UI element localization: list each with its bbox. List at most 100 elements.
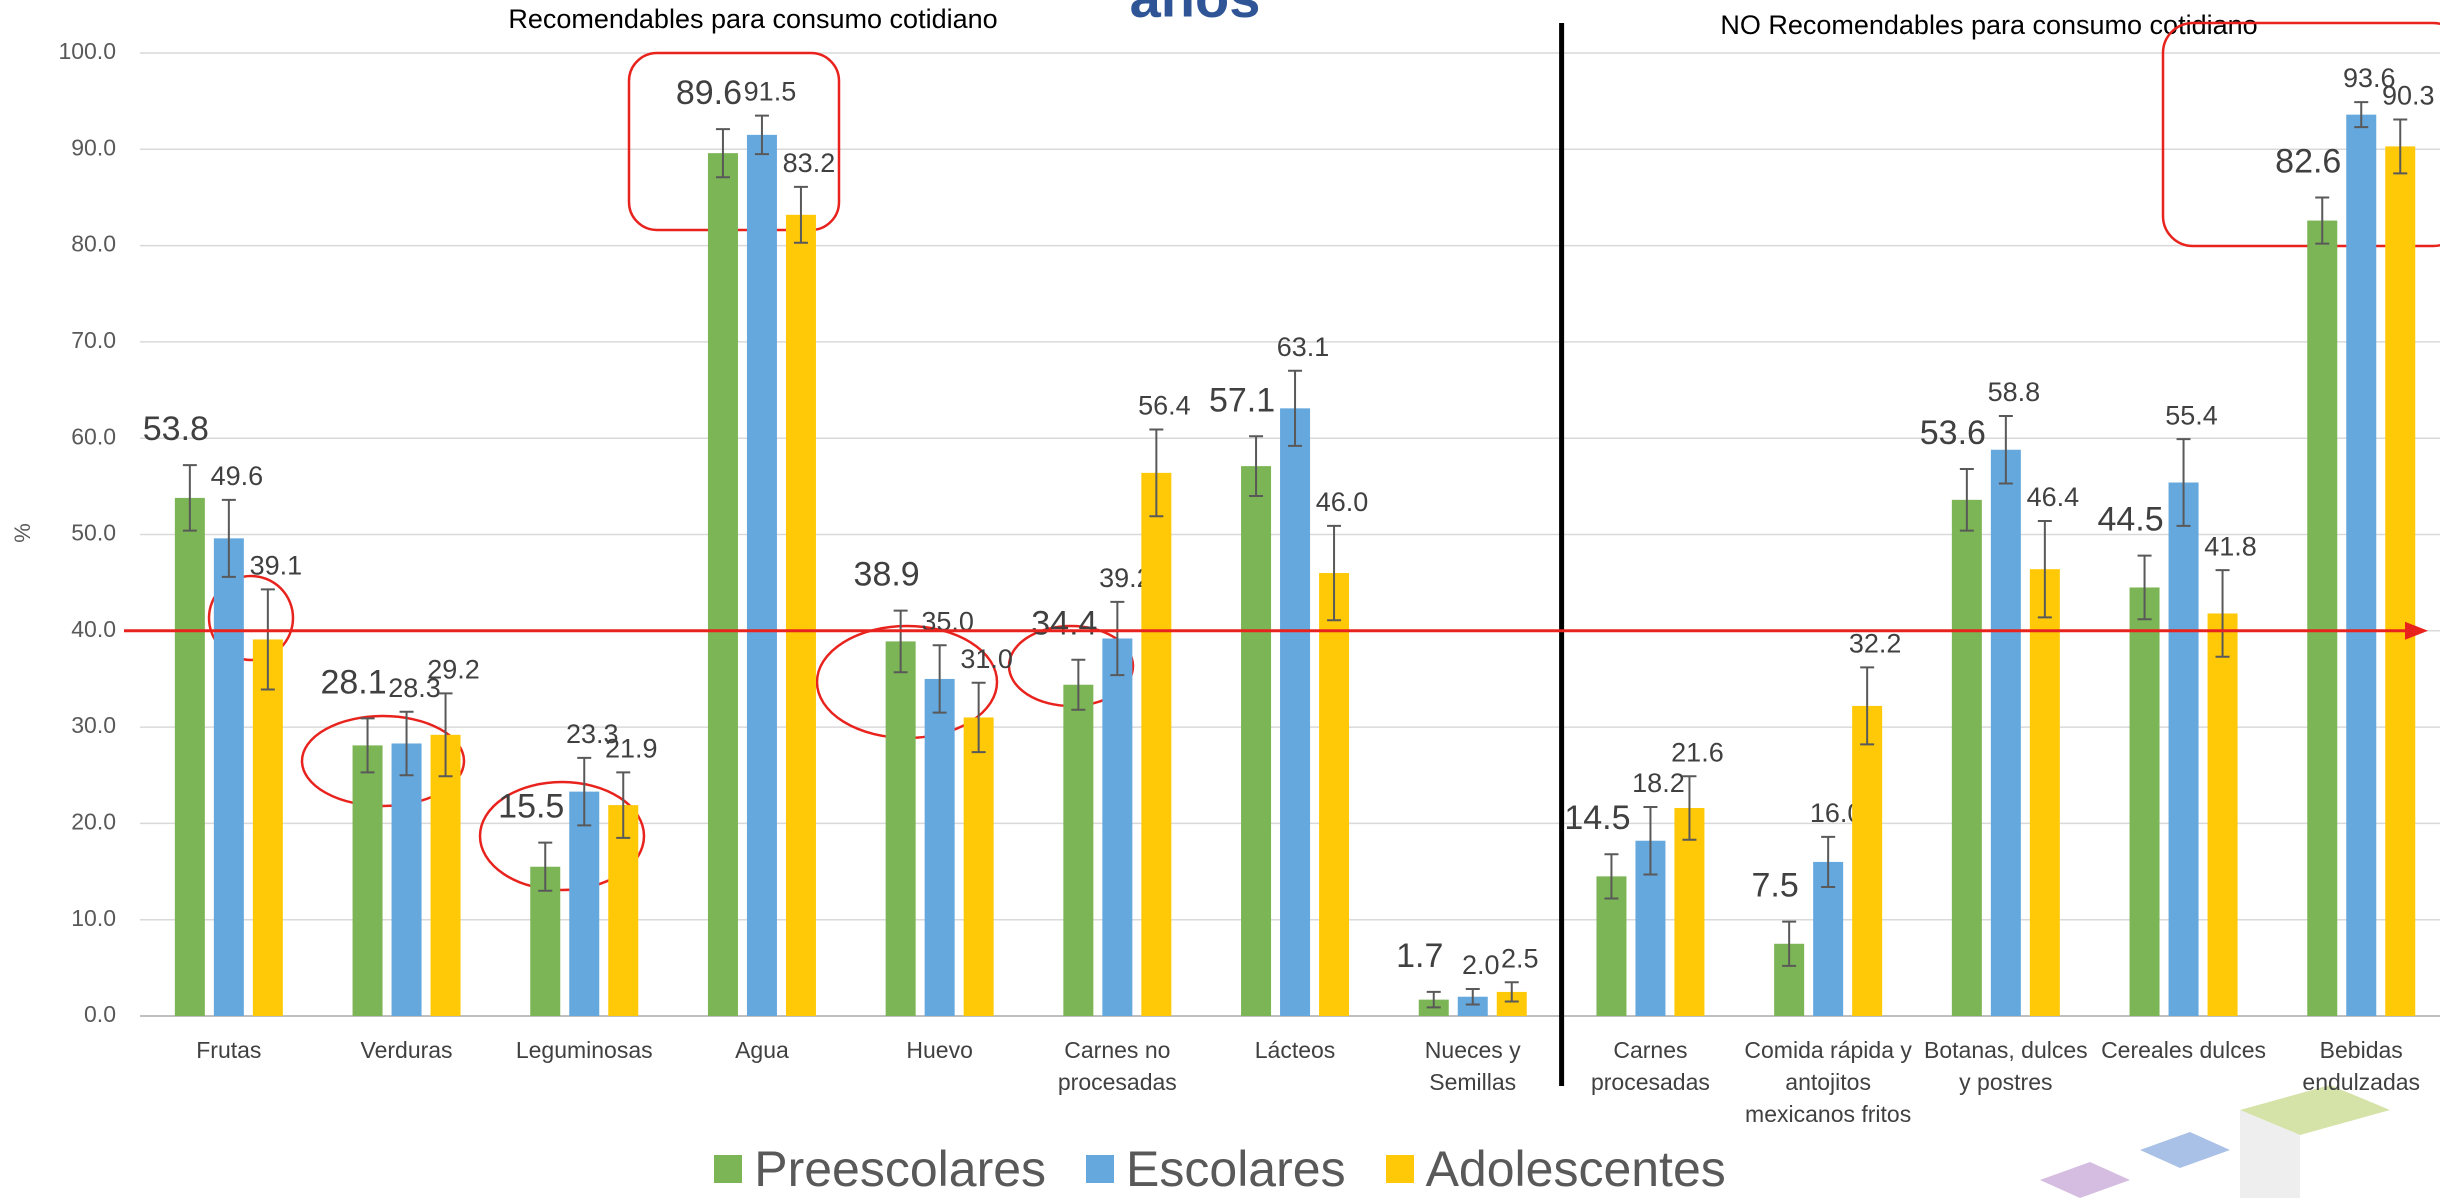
error-bar [399, 710, 414, 777]
x-tick-label: Frutas [196, 1037, 262, 1063]
bar [2385, 146, 2416, 1016]
highlight [478, 780, 646, 892]
error-bar [1782, 920, 1797, 967]
bar [1951, 499, 1982, 1016]
x-tick-label: Cereales dulces [2101, 1037, 2266, 1063]
error-bar [932, 644, 947, 714]
legend-swatch [1086, 1155, 1115, 1183]
bar [924, 678, 955, 1016]
data-label: 63.1 [1277, 332, 1330, 362]
error-bar [1149, 428, 1164, 518]
error-bar [793, 185, 808, 244]
y-tick-label: 20.0 [71, 808, 116, 834]
bar [1102, 638, 1133, 1016]
y-tick-label: 60.0 [71, 423, 116, 449]
decoration [2040, 1085, 2390, 1198]
reference-arrow [2405, 621, 2428, 640]
error-bar [616, 771, 631, 839]
data-label: 21.9 [605, 733, 658, 763]
data-label: 57.1 [1209, 381, 1275, 419]
legend-item: Preescolares [714, 1140, 1046, 1198]
data-label: 2.5 [1501, 943, 1539, 973]
data-label: 91.5 [744, 77, 797, 107]
error-bar [893, 609, 908, 674]
data-label: 83.2 [783, 148, 836, 178]
data-label: 44.5 [2097, 501, 2163, 539]
error-bar [2037, 520, 2052, 619]
cube [2240, 1110, 2300, 1198]
x-tick-label: Bebidas endulzadas [2302, 1037, 2421, 1095]
y-tick-label: 90.0 [71, 134, 116, 160]
x-tick-label: Verduras [360, 1037, 453, 1063]
error-bar [360, 717, 375, 774]
error-bar [538, 841, 553, 892]
bar [1280, 408, 1311, 1016]
error-bar [1860, 666, 1875, 746]
legend-label: Adolescentes [1425, 1141, 1726, 1197]
bar [2168, 482, 2199, 1016]
y-tick-label: 70.0 [71, 327, 116, 353]
error-bar [438, 692, 453, 778]
data-label: 32.2 [1849, 629, 1902, 659]
error-bar [971, 681, 986, 754]
bar [746, 134, 777, 1017]
y-tick-label: 10.0 [71, 905, 116, 931]
error-bar [221, 498, 236, 578]
data-label: 53.8 [143, 410, 209, 448]
error-bar [2315, 196, 2330, 245]
error-bar [715, 128, 730, 179]
error-bar [1959, 468, 1974, 532]
legend-item: Adolescentes [1385, 1140, 1726, 1198]
data-label: 21.6 [1671, 737, 1724, 767]
bar [1457, 996, 1488, 1016]
y-axis-label: % [10, 523, 35, 543]
bar [1596, 876, 1627, 1016]
bar [213, 538, 244, 1016]
data-label: 28.1 [320, 663, 386, 701]
data-label: 7.5 [1752, 867, 1799, 905]
data-label: 15.5 [498, 788, 564, 826]
error-bar [1110, 600, 1125, 677]
bar [2207, 613, 2238, 1016]
data-label: 46.0 [1316, 487, 1369, 517]
data-label: 89.6 [676, 74, 742, 112]
legend-label: Escolares [1126, 1141, 1346, 1197]
y-tick-label: 100.0 [58, 38, 116, 64]
error-bar [1426, 990, 1441, 1009]
error-bar [577, 756, 592, 827]
y-tick-label: 80.0 [71, 231, 116, 257]
data-label: 2.0 [1462, 950, 1500, 980]
data-label: 93.6 [2343, 63, 2396, 93]
highlights [207, 21, 2440, 892]
data-label: 41.8 [2204, 531, 2257, 561]
x-tick-label: Comida rápida y antojitos mexicanos frit… [1744, 1037, 1912, 1127]
bar [1063, 684, 1094, 1016]
data-label: 34.4 [1031, 605, 1097, 643]
bar [1852, 705, 1883, 1016]
bar [1990, 449, 2021, 1017]
highlight [207, 574, 295, 662]
bar [1141, 472, 1172, 1016]
error-bar [2215, 569, 2230, 658]
data-label: 46.4 [2027, 482, 2080, 512]
bar [2129, 587, 2160, 1016]
error-bar [1682, 775, 1697, 841]
bar [174, 497, 205, 1016]
x-tick-label: Leguminosas [515, 1037, 653, 1063]
error-bar [2393, 118, 2408, 175]
data-label: 49.6 [211, 461, 264, 491]
bar [963, 717, 994, 1016]
x-tick-label: Carnes procesadas [1590, 1037, 1710, 1095]
legend-label: Preescolares [754, 1141, 1047, 1197]
bar [1241, 466, 1272, 1016]
bar [352, 745, 383, 1016]
y-tick-label: 30.0 [71, 712, 116, 738]
error-bar [1998, 415, 2013, 485]
error-bar [1288, 369, 1303, 447]
data-label: 39.1 [250, 551, 303, 581]
data-label: 23.3 [566, 719, 619, 749]
bar [252, 639, 283, 1016]
cube [2040, 1162, 2130, 1198]
bar [1674, 807, 1705, 1016]
error-bar [754, 114, 769, 156]
